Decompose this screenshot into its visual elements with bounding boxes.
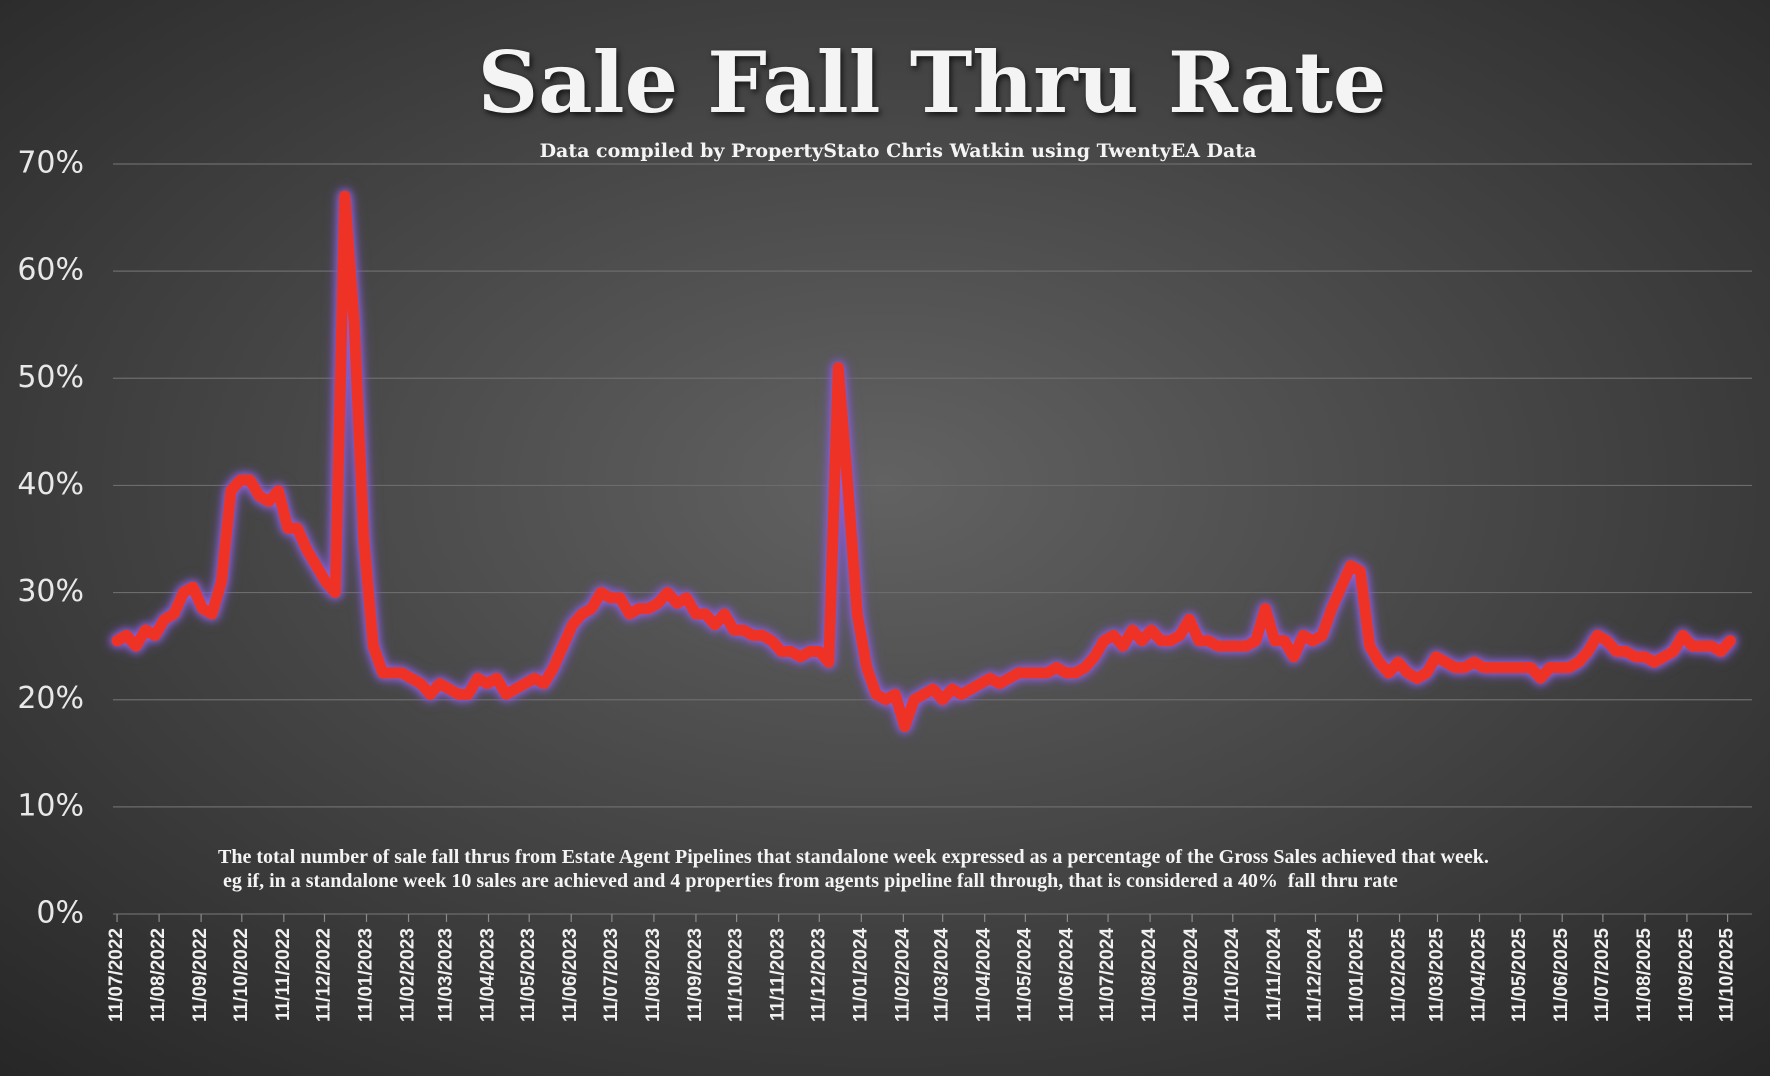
x-tick-label: 11/01/2025 [1347, 928, 1368, 1022]
x-tick-label: 11/06/2025 [1551, 928, 1572, 1022]
x-tick-label: 11/12/2022 [313, 928, 334, 1022]
x-tick-label: 11/02/2025 [1389, 928, 1410, 1022]
x-tick-label: 11/08/2025 [1634, 928, 1655, 1022]
x-tick-label: 11/09/2024 [1181, 928, 1202, 1022]
annotation: The total number of sale fall thrus from… [218, 846, 1489, 868]
x-tick-label: 11/03/2023 [436, 928, 457, 1022]
x-tick-label: 11/08/2022 [148, 928, 169, 1022]
x-tick-label: 11/07/2025 [1592, 928, 1613, 1022]
x-tick-label: 11/01/2024 [850, 928, 871, 1022]
y-tick-label: 30% [17, 574, 84, 609]
x-tick-label: 11/05/2025 [1509, 928, 1530, 1022]
x-tick-label: 11/09/2022 [190, 928, 211, 1022]
x-tick-label: 11/02/2024 [892, 928, 913, 1022]
x-tick-label: 11/04/2023 [478, 928, 499, 1022]
y-tick-label: 40% [17, 467, 84, 502]
x-tick-label: 11/11/2023 [768, 928, 789, 1021]
x-tick-label: 11/07/2024 [1097, 928, 1118, 1022]
x-tick-label: 11/05/2023 [518, 928, 539, 1022]
chart-title: Sale Fall Thru Rate [478, 33, 1387, 132]
x-tick-label: 11/11/2022 [273, 928, 294, 1021]
x-tick-label: 11/02/2023 [398, 928, 419, 1022]
annotation: eg if, in a standalone week 10 sales are… [218, 870, 1398, 892]
series-line [111, 190, 1736, 732]
x-tick-label: 11/03/2025 [1427, 928, 1448, 1022]
x-tick-label: 11/12/2023 [808, 928, 829, 1022]
x-tick-label: 11/07/2023 [601, 928, 622, 1022]
x-tick-label: 11/07/2022 [106, 928, 127, 1022]
x-tick-label: 11/10/2024 [1222, 928, 1243, 1022]
x-tick-label: 11/04/2024 [974, 928, 995, 1022]
plot [111, 190, 1736, 732]
y-tick-label: 50% [17, 360, 84, 395]
x-tick-label: 11/06/2023 [560, 928, 581, 1022]
x-tick-label: 11/06/2024 [1056, 928, 1077, 1022]
grid: 0% 10% 20% 30% 40% 50% 60% 70% 11/07/2022 11/08/2… [17, 146, 1752, 1022]
x-tick-label: 11/01/2023 [356, 928, 377, 1022]
y-tick-label: 10% [17, 788, 84, 823]
chart-subtitle: Data compiled by PropertyStato Chris Wat… [540, 140, 1257, 162]
x-tick-label: 11/12/2024 [1304, 928, 1325, 1022]
x-tick-label: 11/08/2024 [1139, 928, 1160, 1022]
x-tick-label: 11/04/2025 [1469, 928, 1490, 1022]
x-tick-label: 11/09/2023 [685, 928, 706, 1022]
y-tick-label: 70% [17, 146, 84, 181]
y-tick-label: 20% [17, 681, 84, 716]
x-tick-label: 11/10/2022 [231, 928, 252, 1022]
y-tick-label: 60% [17, 253, 84, 288]
x-tick-label: 11/08/2023 [643, 928, 664, 1022]
x-tick-label: 11/09/2025 [1676, 928, 1697, 1022]
x-tick-label: 11/10/2023 [726, 928, 747, 1022]
x-tick-label: 11/05/2024 [1014, 928, 1035, 1022]
x-tick-label: 11/11/2024 [1264, 928, 1285, 1021]
x-tick-label: 11/03/2024 [932, 928, 953, 1022]
x-tick-label: 11/10/2025 [1717, 928, 1738, 1022]
y-tick-label: 0% [36, 896, 84, 931]
